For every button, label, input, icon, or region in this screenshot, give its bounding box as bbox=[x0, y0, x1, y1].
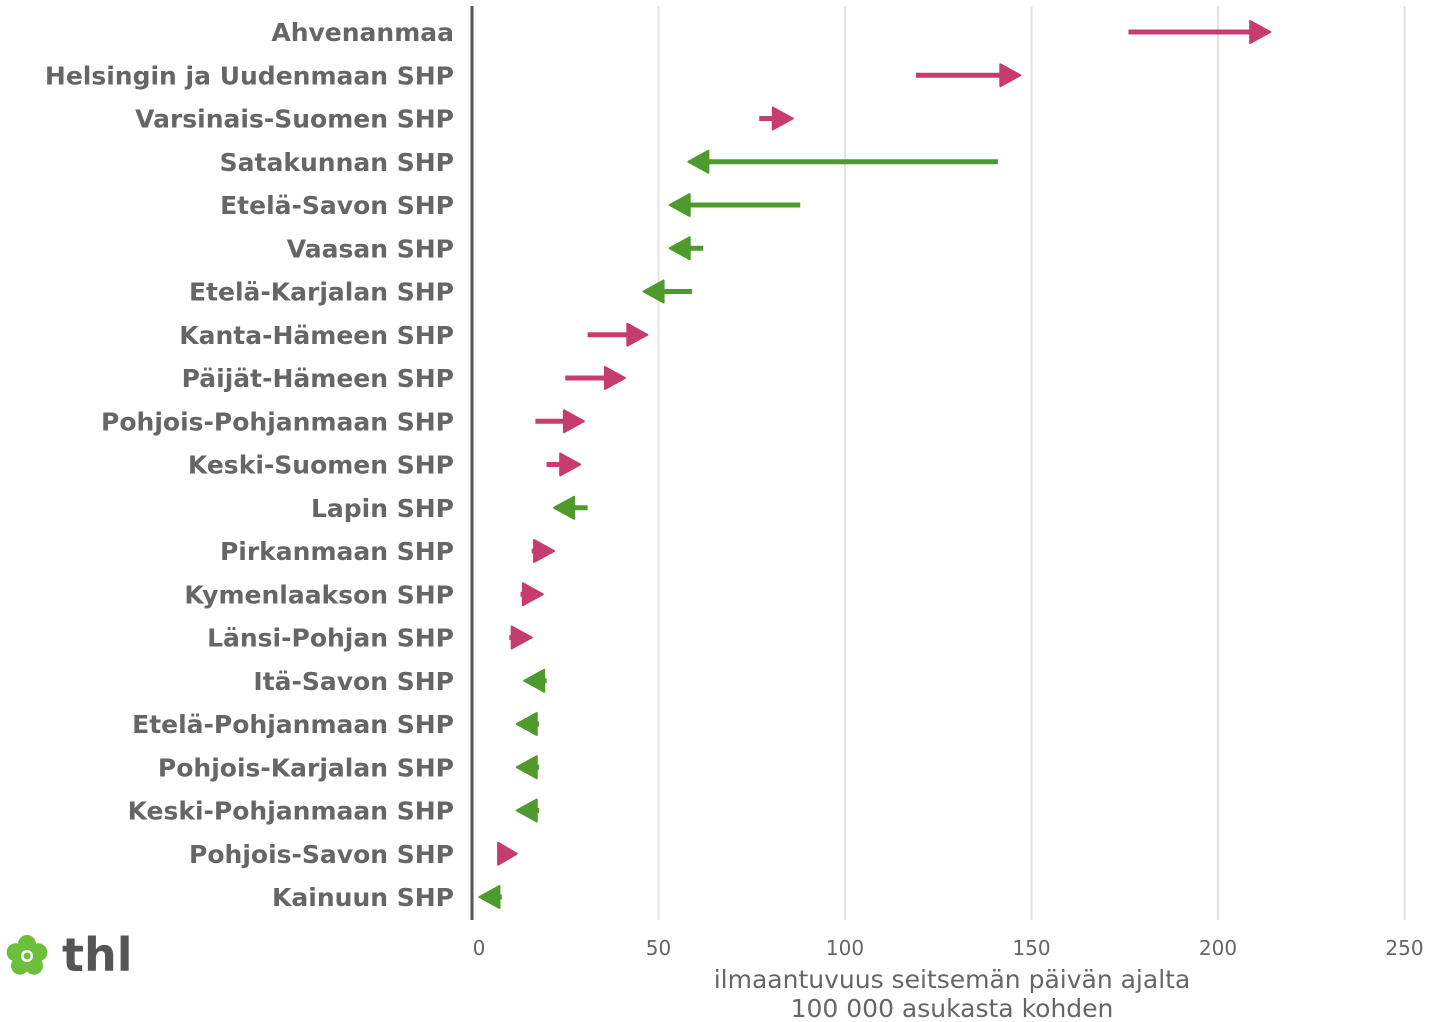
arrow-head bbox=[559, 452, 582, 477]
arrow-mark bbox=[497, 841, 518, 866]
arrow-mark bbox=[531, 539, 556, 563]
thl-flower-icon bbox=[6, 935, 48, 975]
category-label: Etelä-Pohjanmaan SHP bbox=[132, 710, 454, 739]
arrow-head bbox=[521, 582, 544, 607]
category-label: Kainuun SHP bbox=[272, 883, 454, 912]
x-tick-label-100: 100 bbox=[826, 936, 864, 960]
arrow-series bbox=[478, 20, 1272, 909]
category-label: Etelä-Karjalan SHP bbox=[189, 278, 454, 307]
arrow-head bbox=[533, 539, 556, 563]
category-label: Satakunnan SHP bbox=[220, 148, 454, 177]
x-tick-labels: 0 50 100 150 200 250 bbox=[473, 936, 1424, 960]
arrow-mark bbox=[546, 452, 582, 477]
arrow-mark bbox=[515, 755, 540, 780]
category-label: Kanta-Hämeen SHP bbox=[179, 321, 454, 350]
arrow-mark bbox=[478, 885, 502, 909]
arrow-head bbox=[603, 366, 626, 390]
category-label: Kymenlaakson SHP bbox=[184, 580, 454, 609]
x-tick-label-0: 0 bbox=[473, 936, 486, 960]
arrow-head bbox=[515, 798, 538, 823]
arrow-head bbox=[562, 409, 585, 434]
x-axis-title-line-2: 100 000 asukasta kohden bbox=[791, 994, 1114, 1022]
arrow-head bbox=[642, 279, 665, 304]
arrow-mark bbox=[515, 712, 540, 736]
arrow-mark bbox=[687, 149, 998, 174]
arrow-mark bbox=[553, 495, 588, 520]
arrow-mark bbox=[668, 236, 704, 261]
arrow-head bbox=[478, 885, 501, 909]
arrow-mark bbox=[642, 279, 693, 304]
arrow-head bbox=[497, 841, 518, 866]
logo-text: thl bbox=[62, 928, 133, 982]
category-labels: Ahvenanmaa Helsingin ja Uudenmaan SHP Vars… bbox=[45, 18, 454, 912]
arrow-mark bbox=[509, 625, 533, 650]
arrow-head bbox=[668, 193, 691, 217]
category-label: Pohjois-Karjalan SHP bbox=[158, 753, 454, 782]
arrow-mark bbox=[668, 193, 801, 217]
arrow-mark bbox=[565, 366, 626, 390]
arrow-head bbox=[553, 495, 576, 520]
grid-lines bbox=[657, 6, 1406, 920]
arrow-head bbox=[687, 149, 710, 174]
arrow-mark bbox=[759, 106, 794, 131]
arrow-mark bbox=[520, 582, 544, 607]
category-label: Vaasan SHP bbox=[287, 234, 454, 263]
category-label: Helsingin ja Uudenmaan SHP bbox=[45, 61, 454, 90]
category-label: Länsi-Pohjan SHP bbox=[207, 624, 454, 653]
x-tick-label-50: 50 bbox=[646, 936, 671, 960]
arrow-mark bbox=[587, 322, 649, 347]
category-label: Keski-Pohjanmaan SHP bbox=[128, 797, 454, 826]
category-label: Ahvenanmaa bbox=[271, 18, 454, 47]
category-label: Pirkanmaan SHP bbox=[220, 537, 454, 566]
x-tick-label-200: 200 bbox=[1199, 936, 1237, 960]
thl-logo: thl bbox=[2, 926, 152, 986]
x-tick-label-150: 150 bbox=[1012, 936, 1050, 960]
category-label: Etelä-Savon SHP bbox=[220, 191, 454, 220]
arrow-head bbox=[510, 625, 533, 650]
category-label: Pohjois-Pohjanmaan SHP bbox=[101, 407, 454, 436]
arrow-mark bbox=[915, 63, 1022, 88]
x-axis-title-line-1: ilmaantuvuus seitsemän päivän ajalta bbox=[714, 965, 1191, 994]
category-label: Keski-Suomen SHP bbox=[188, 451, 454, 480]
arrow-head bbox=[771, 106, 794, 131]
category-label: Lapin SHP bbox=[311, 494, 454, 523]
arrow-head bbox=[515, 712, 538, 736]
arrow-head bbox=[523, 668, 546, 693]
category-label: Pohjois-Savon SHP bbox=[189, 840, 454, 869]
x-tick-label-250: 250 bbox=[1385, 936, 1423, 960]
category-label: Päijät-Hämeen SHP bbox=[182, 364, 454, 393]
arrow-head bbox=[1249, 20, 1272, 44]
arrow-mark bbox=[515, 798, 540, 823]
arrow-head bbox=[626, 322, 649, 347]
arrow-mark bbox=[535, 409, 585, 434]
category-label: Varsinais-Suomen SHP bbox=[135, 105, 454, 134]
arrow-head bbox=[668, 236, 691, 261]
arrow-head bbox=[999, 63, 1022, 88]
arrow-mark bbox=[1128, 20, 1272, 44]
arrow-head bbox=[515, 755, 538, 780]
category-label: Itä-Savon SHP bbox=[253, 667, 454, 696]
arrow-mark bbox=[523, 668, 547, 693]
